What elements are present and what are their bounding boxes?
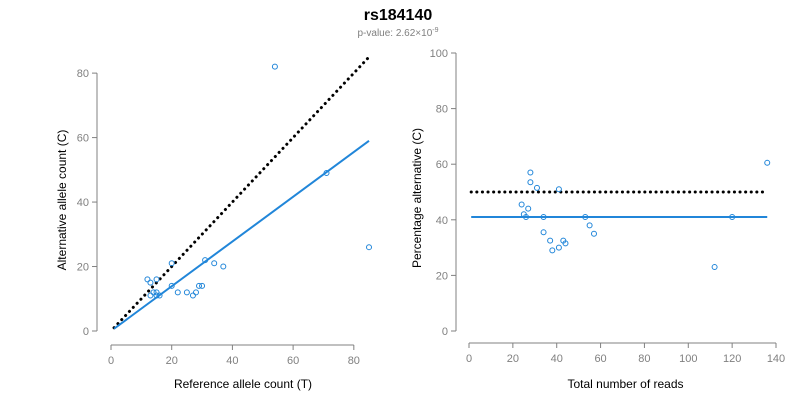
x-axis-label: Total number of reads xyxy=(567,377,683,391)
p-value-label: p-value: 2.62×10 xyxy=(357,28,432,39)
data-point xyxy=(156,292,163,299)
data-point xyxy=(196,282,203,289)
data-point xyxy=(525,205,532,212)
x-tick-label: 20 xyxy=(507,353,519,365)
x-tick-label: 120 xyxy=(723,353,741,365)
x-tick-label: 0 xyxy=(108,355,114,367)
data-point xyxy=(150,289,157,296)
data-point xyxy=(220,263,227,270)
data-point xyxy=(202,257,209,264)
data-point xyxy=(562,240,569,247)
x-tick-label: 80 xyxy=(348,355,360,367)
data-point xyxy=(549,247,556,254)
x-tick-label: 20 xyxy=(166,355,178,367)
data-point xyxy=(189,292,196,299)
y-axis-label: Percentage alternative (C) xyxy=(410,128,424,268)
x-tick-label: 80 xyxy=(638,353,650,365)
panel-allele-counts: 0 20 40 60 80 0 20 40 60 80 Reference allele count… xyxy=(55,55,372,391)
data-point xyxy=(323,170,330,177)
data-point xyxy=(153,289,160,296)
x-tick-label: 40 xyxy=(551,353,563,365)
data-point xyxy=(144,276,151,283)
data-point xyxy=(192,289,199,296)
data-point xyxy=(153,276,160,283)
chart-subtitle: p-value: 2.62×10-9 xyxy=(357,27,438,39)
data-point xyxy=(518,201,525,208)
y-tick-label: 60 xyxy=(436,159,448,171)
data-point xyxy=(168,260,175,267)
data-point xyxy=(533,184,540,191)
y-tick-label: 80 xyxy=(436,104,448,116)
y-tick-label: 0 xyxy=(442,326,448,338)
x-tick-label: 60 xyxy=(287,355,299,367)
data-point xyxy=(199,282,206,289)
data-point xyxy=(540,229,547,236)
data-point xyxy=(527,179,534,186)
data-point xyxy=(590,230,597,237)
data-point xyxy=(183,289,190,296)
p-value-exponent: -9 xyxy=(432,27,438,34)
y-tick-label: 40 xyxy=(77,197,89,209)
reference-line xyxy=(112,55,371,330)
x-tick-label: 60 xyxy=(594,353,606,365)
y-tick-label: 0 xyxy=(83,326,89,338)
y-tick-label: 100 xyxy=(430,48,448,60)
x-tick-label: 100 xyxy=(679,353,697,365)
data-point xyxy=(174,289,181,296)
panel-percentage: 0 20 40 60 80 100 120 140 0 20 40 60 80 100 Total numb… xyxy=(410,48,785,391)
y-tick-label: 60 xyxy=(77,133,89,145)
data-point xyxy=(555,186,562,193)
y-axis-label: Alternative allele count (C) xyxy=(55,130,69,271)
y-tick-label: 20 xyxy=(436,270,448,282)
data-point xyxy=(211,260,218,267)
data-point xyxy=(168,282,175,289)
x-axis-label: Reference allele count (T) xyxy=(174,377,312,391)
data-point xyxy=(527,169,534,176)
data-point xyxy=(147,279,154,286)
y-tick-label: 20 xyxy=(77,262,89,274)
data-point xyxy=(711,264,718,271)
fit-line xyxy=(113,140,370,330)
x-tick-label: 140 xyxy=(767,353,785,365)
data-point xyxy=(523,214,530,221)
data-point xyxy=(586,222,593,229)
data-point xyxy=(582,214,589,221)
data-point xyxy=(147,292,154,299)
data-point xyxy=(540,214,547,221)
chart-title: rs184140 xyxy=(364,7,433,24)
data-point xyxy=(729,214,736,221)
data-point xyxy=(366,244,372,251)
data-point xyxy=(764,159,771,166)
y-tick-label: 80 xyxy=(77,68,89,80)
data-point xyxy=(271,63,278,70)
data-point xyxy=(547,237,554,244)
y-tick-label: 40 xyxy=(436,215,448,227)
x-tick-label: 0 xyxy=(466,353,472,365)
data-point xyxy=(153,292,160,299)
x-tick-label: 40 xyxy=(226,355,238,367)
data-point xyxy=(555,244,562,251)
